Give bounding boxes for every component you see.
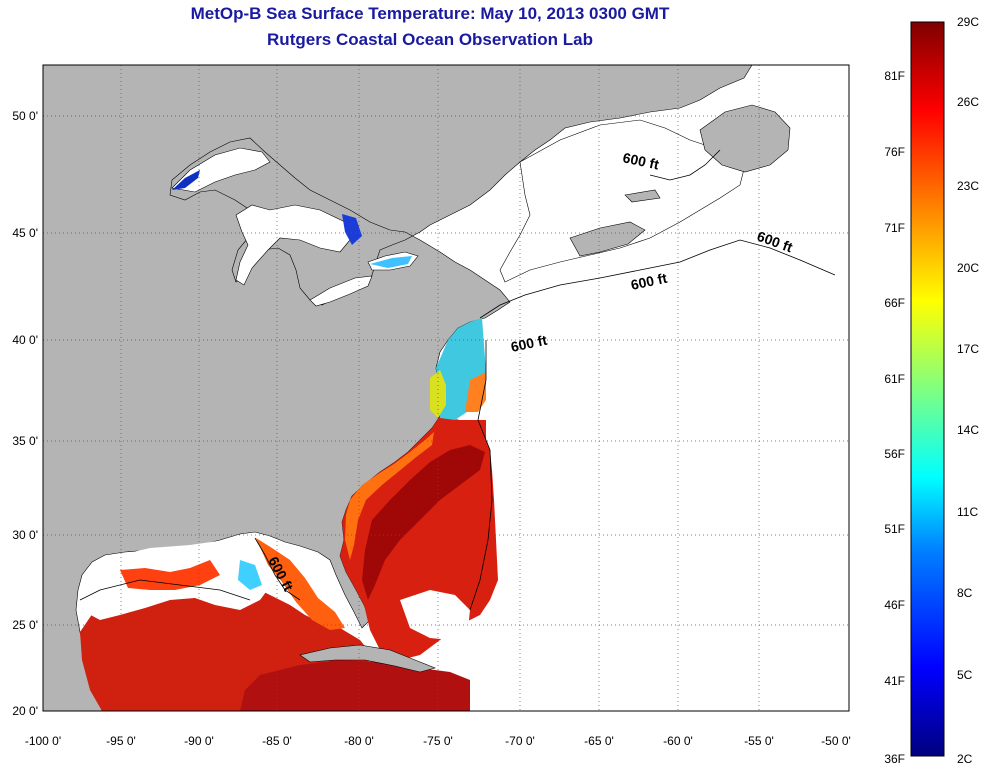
colorbar-c-label: 29C (957, 15, 979, 29)
sst-caribbean (240, 660, 470, 711)
colorbar-c-label: 26C (957, 95, 979, 109)
colorbar-c-label: 8C (957, 586, 973, 600)
lat-tick-label: 45 0' (12, 226, 38, 240)
lake-superior (171, 147, 271, 193)
lon-tick-label: -80 0' (344, 734, 374, 748)
land-pei (624, 189, 661, 203)
lon-tick-label: -55 0' (744, 734, 774, 748)
colorbar-f-label: 81F (884, 69, 905, 83)
longitude-axis: -100 0' -95 0' -90 0' -85 0' -80 0' -75 … (25, 734, 851, 748)
lon-tick-label: -85 0' (262, 734, 292, 748)
lon-tick-label: -75 0' (423, 734, 453, 748)
lon-tick-label: -90 0' (184, 734, 214, 748)
colorbar-celsius-ticks: 29C 26C 23C 20C 17C 14C 11C 8C 5C 2C (957, 15, 979, 766)
lake-erie (309, 275, 373, 307)
contour-label-4: 600 ft (509, 332, 548, 355)
isobath-600ft (79, 149, 836, 611)
map-frame (42, 64, 850, 712)
lon-tick-label: -100 0' (25, 734, 61, 748)
contour-label-1: 600 ft (621, 149, 660, 172)
land-nova-scotia (569, 221, 646, 257)
lon-tick-label: -60 0' (663, 734, 693, 748)
sst-gulf-stream-core (362, 445, 485, 600)
lat-tick-label: 30 0' (12, 528, 38, 542)
colorbar-f-label: 66F (884, 296, 905, 310)
lon-tick-label: -70 0' (505, 734, 535, 748)
land-cuba (299, 644, 436, 673)
lat-tick-label: 50 0' (12, 109, 38, 123)
colorbar-f-label: 41F (884, 674, 905, 688)
sst-gulf-patches (120, 560, 220, 590)
land-newfoundland (699, 104, 791, 173)
sst-slope-warm (465, 372, 486, 412)
sst-gulf-cool-patch (238, 560, 262, 590)
colorbar-f-label: 46F (884, 598, 905, 612)
gulf-st-lawrence (499, 119, 746, 283)
colorbar-c-label: 17C (957, 342, 979, 356)
colorbar-f-label: 76F (884, 145, 905, 159)
colorbar-f-label: 51F (884, 522, 905, 536)
lake-michigan-huron (235, 204, 351, 286)
lake-ontario-sst (370, 256, 412, 268)
map-title: MetOp-B Sea Surface Temperature: May 10,… (190, 4, 670, 23)
colorbar-f-label: 61F (884, 372, 905, 386)
colorbar-c-label: 14C (957, 423, 979, 437)
lon-tick-label: -95 0' (106, 734, 136, 748)
colorbar-c-label: 20C (957, 261, 979, 275)
colorbar-fahrenheit-ticks: 81F 76F 71F 66F 61F 56F 51F 46F 41F 36F (884, 69, 905, 766)
colorbar-c-label: 23C (957, 179, 979, 193)
latitude-axis: 50 0' 45 0' 40 0' 35 0' 30 0' 25 0' 20 0… (12, 109, 38, 718)
lon-tick-label: -50 0' (821, 734, 851, 748)
sst-shelf-warm (345, 432, 434, 560)
colorbar-c-label: 11C (957, 505, 978, 519)
colorbar-f-label: 36F (884, 752, 905, 766)
sst-bahamas-cloud (400, 590, 470, 640)
lon-tick-label: -65 0' (584, 734, 614, 748)
colorbar-c-label: 5C (957, 668, 973, 682)
colorbar (910, 21, 945, 757)
lat-tick-label: 35 0' (12, 434, 38, 448)
lake-superior-sst (172, 170, 200, 190)
lat-tick-label: 25 0' (12, 618, 38, 632)
land-north-america (43, 65, 753, 711)
map-subtitle: Rutgers Coastal Ocean Observation Lab (267, 30, 593, 49)
colorbar-f-label: 71F (884, 221, 905, 235)
sst-gulf-warm-band (256, 538, 345, 630)
colorbar-f-label: 56F (884, 447, 905, 461)
lat-tick-label: 20 0' (12, 704, 38, 718)
colorbar-c-label: 2C (957, 752, 973, 766)
contour-label-3: 600 ft (629, 270, 668, 293)
lake-huron-sst (342, 214, 362, 245)
lat-tick-label: 40 0' (12, 333, 38, 347)
